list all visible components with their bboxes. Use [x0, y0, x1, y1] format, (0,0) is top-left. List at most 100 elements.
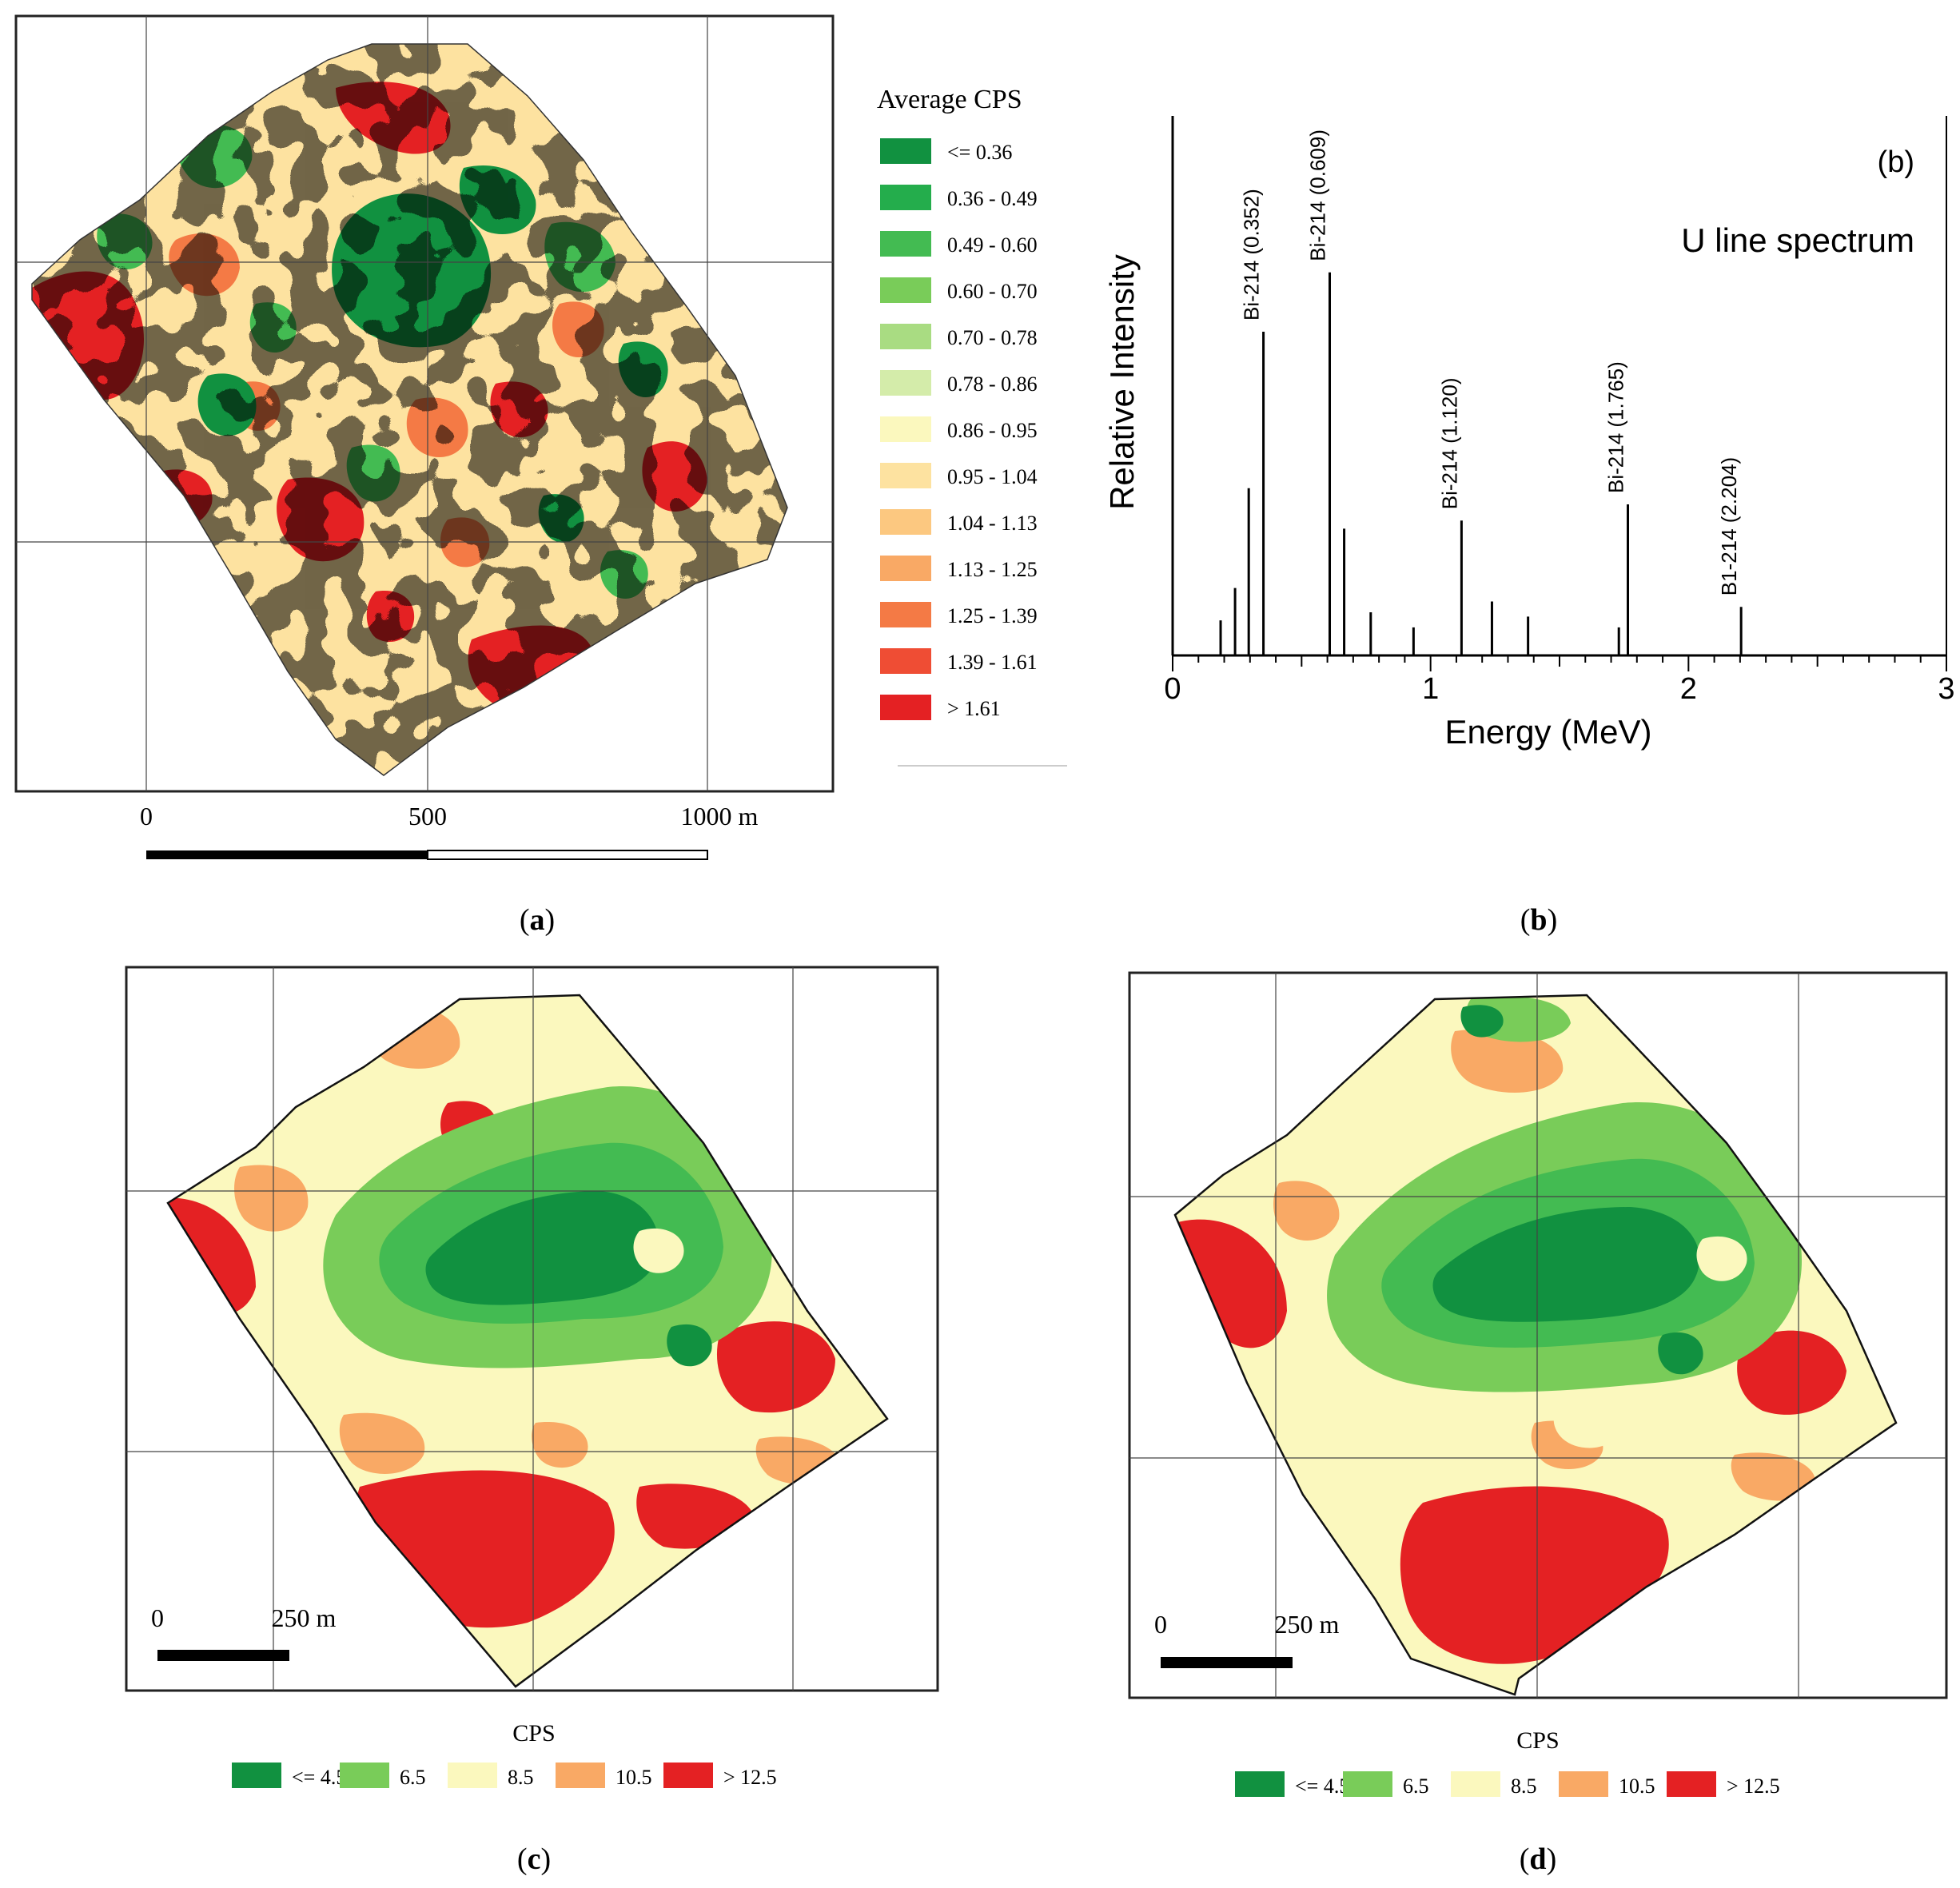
panel-a-legend: <= 0.36 0.36 - 0.49 0.49 - 0.60 0.60 - 0.70… [880, 138, 1038, 720]
panel-a: 0 500 1000 m Average CPS <= 0.36 0.36 - 0… [14, 14, 1067, 937]
spectral-line-label-13: B1-214 (2.204) [1717, 457, 1741, 595]
chart-y-label: Relative Intensity [1103, 254, 1141, 510]
chart-tick-labels: 0 1 2 3 [1164, 672, 1954, 706]
panel-d-pale-zones [1553, 1236, 1747, 1448]
panel-a-survey-outline [31, 43, 788, 776]
legend-c-label-1: 6.5 [400, 1766, 426, 1789]
legend-c-swatch-2 [448, 1763, 497, 1788]
panel-c-orange-zones [234, 1005, 841, 1485]
legend-a-swatch-0 [880, 138, 931, 164]
panel-a-legend-title: Average CPS [877, 85, 1022, 114]
chart-spectral-lines [1219, 272, 1743, 655]
panel-c-legend-title: CPS [512, 1720, 555, 1747]
panel-c-caption: (c) [517, 1842, 551, 1876]
legend-d-label-1: 6.5 [1403, 1774, 1429, 1798]
panel-b-caption: (b) [1520, 903, 1557, 937]
legend-c-swatch-1 [340, 1763, 389, 1788]
legend-d-label-0: <= 4.5 [1295, 1774, 1349, 1798]
legend-a-label-10: 1.25 - 1.39 [947, 604, 1038, 627]
legend-c-swatch-0 [232, 1763, 281, 1788]
legend-a-label-2: 0.49 - 0.60 [947, 233, 1038, 257]
legend-d-swatch-2 [1451, 1771, 1500, 1797]
chart-panel-tag: (b) [1878, 145, 1914, 179]
legend-a-label-4: 0.70 - 0.78 [947, 326, 1038, 349]
legend-a-swatch-4 [880, 324, 931, 349]
panel-d-green-dark-zones [1432, 1005, 1703, 1375]
legend-a-label-1: 0.36 - 0.49 [947, 187, 1038, 210]
legend-c-swatch-4 [663, 1763, 713, 1788]
panel-a-scale-bar-white [427, 850, 708, 860]
legend-a-label-5: 0.78 - 0.86 [947, 372, 1038, 396]
legend-a-swatch-8 [880, 509, 931, 535]
panel-d-scale-bar [1161, 1657, 1293, 1668]
panel-c-red-zones [168, 1101, 835, 1628]
legend-d-swatch-3 [1559, 1771, 1608, 1797]
legend-a-swatch-6 [880, 416, 931, 442]
legend-c-label-0: <= 4.5 [292, 1766, 346, 1789]
legend-a-label-7: 0.95 - 1.04 [947, 465, 1038, 488]
spectral-line-label-8: Bi-214 (1.120) [1437, 377, 1461, 509]
panel-c-scale-label-0: 0 [151, 1603, 164, 1632]
panel-d-red-zones [1175, 1157, 1846, 1664]
legend-a-label-3: 0.60 - 0.70 [947, 280, 1038, 303]
panel-d-caption: (d) [1520, 1842, 1556, 1876]
legend-a-label-0: <= 0.36 [947, 141, 1012, 164]
panel-a-caption: (a) [520, 903, 555, 937]
chart-tick-label-1: 1 [1422, 672, 1439, 706]
panel-a-grid [16, 16, 833, 791]
legend-a-label-8: 1.04 - 1.13 [947, 512, 1038, 535]
panel-c-survey-outline [166, 994, 889, 1688]
legend-a-swatch-12 [880, 695, 931, 720]
panel-d: 0 250 m CPS <= 4.5 6.5 8.5 10.5 > 12.5 (d) [1128, 971, 1948, 1876]
legend-a-swatch-10 [880, 602, 931, 627]
chart-x-label: Energy (MeV) [1444, 713, 1651, 751]
panel-c-legend: <= 4.5 6.5 8.5 10.5 > 12.5 [232, 1763, 777, 1789]
spectral-line-label-3: Bi-214 (0.352) [1240, 189, 1264, 321]
legend-a-swatch-1 [880, 185, 931, 210]
legend-d-label-3: 10.5 [1619, 1774, 1655, 1798]
legend-a-swatch-7 [880, 463, 931, 488]
panel-d-legend: <= 4.5 6.5 8.5 10.5 > 12.5 [1235, 1771, 1780, 1798]
panel-c: 0 250 m CPS <= 4.5 6.5 8.5 10.5 > 12.5 (c) [125, 966, 939, 1876]
panel-c-scale-bar [157, 1650, 289, 1661]
legend-c-label-2: 8.5 [508, 1766, 534, 1789]
panel-d-orange-zones [1273, 1029, 1816, 1501]
legend-d-label-2: 8.5 [1511, 1774, 1537, 1798]
legend-c-label-3: 10.5 [615, 1766, 652, 1789]
chart-title: U line spectrum [1681, 221, 1914, 259]
spectral-line-label-12: Bi-214 (1.765) [1604, 361, 1628, 493]
legend-d-swatch-4 [1667, 1771, 1716, 1797]
panel-c-scale-label-250: 250 m [272, 1603, 337, 1632]
legend-a-label-11: 1.39 - 1.61 [947, 651, 1038, 674]
panel-a-scale-bar-black [146, 850, 428, 859]
panel-c-pale-zones [378, 1228, 684, 1416]
legend-a-swatch-9 [880, 556, 931, 581]
legend-d-swatch-1 [1343, 1771, 1392, 1797]
chart-tick-label-3: 3 [1938, 672, 1954, 706]
spectral-line-label-4: Bi-214 (0.609) [1306, 129, 1330, 261]
legend-a-swatch-11 [880, 648, 931, 674]
chart-line-labels: Bi-214 (0.352) Bi-214 (0.609) Bi-214 (1.12… [1240, 129, 1742, 595]
legend-a-swatch-3 [880, 277, 931, 303]
legend-c-swatch-3 [556, 1763, 605, 1788]
legend-a-swatch-5 [880, 370, 931, 396]
panel-d-survey-outline [1173, 994, 1898, 1696]
legend-a-label-6: 0.86 - 0.95 [947, 419, 1038, 442]
chart-x-ticks [1172, 655, 1947, 671]
panel-a-scale-label-500: 500 [408, 802, 447, 830]
legend-d-swatch-0 [1235, 1771, 1285, 1797]
panel-d-scale-label-0: 0 [1154, 1610, 1167, 1639]
panel-d-legend-title: CPS [1516, 1727, 1559, 1754]
legend-d-label-4: > 12.5 [1727, 1774, 1780, 1798]
panel-c-grid [126, 967, 938, 1691]
panel-a-scale-label-0: 0 [140, 802, 153, 830]
panel-d-grid [1129, 973, 1946, 1698]
chart-tick-label-0: 0 [1164, 672, 1181, 706]
chart-tick-label-2: 2 [1680, 672, 1697, 706]
panel-a-scale-label-1000: 1000 m [681, 802, 759, 830]
legend-c-label-4: > 12.5 [723, 1766, 777, 1789]
panel-d-scale-label-250: 250 m [1275, 1610, 1340, 1639]
legend-a-label-9: 1.13 - 1.25 [947, 558, 1038, 581]
legend-a-label-12: > 1.61 [947, 697, 1001, 720]
